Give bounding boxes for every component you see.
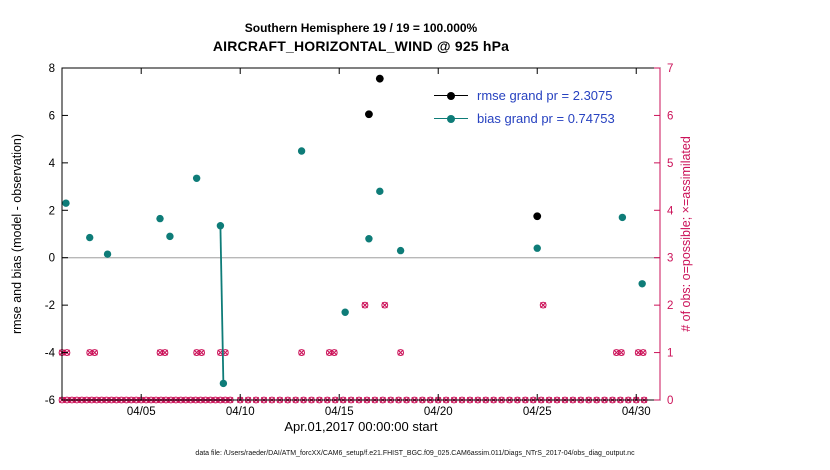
obs-possible-marker	[198, 349, 205, 356]
chart-subtitle: AIRCRAFT_HORIZONTAL_WIND @ 925 hPa	[212, 38, 510, 54]
legend: rmse grand pr = 2.3075 bias grand pr = 0…	[434, 84, 615, 130]
rmse-point	[533, 212, 542, 221]
obs-assimilated-marker	[635, 349, 642, 356]
left-y-tick-label: 4	[49, 158, 56, 170]
obs-assimilated-marker	[613, 349, 620, 356]
x-tick-label: 04/15	[325, 406, 354, 418]
right-y-tick-label: 2	[667, 300, 673, 312]
obs-possible-marker	[298, 349, 305, 356]
legend-item-rmse: rmse grand pr = 2.3075	[434, 84, 615, 107]
bias-point	[62, 199, 70, 207]
left-y-tick-label: 6	[49, 110, 55, 122]
bias-point	[103, 250, 112, 258]
obs-assimilated-marker	[198, 349, 205, 356]
obs-assimilated-marker	[91, 349, 98, 356]
bias-point	[638, 280, 646, 288]
rmse-point	[365, 110, 373, 119]
x-tick-label: 04/30	[622, 406, 651, 418]
obs-possible-marker	[539, 301, 547, 309]
obs-possible-marker	[156, 349, 164, 356]
bias-point	[166, 232, 174, 241]
bias-legend-label: bias grand pr = 0.74753	[477, 111, 615, 126]
obs-assimilated-marker	[86, 349, 93, 356]
rmse-point	[375, 74, 384, 83]
right-y-tick-label: 1	[667, 348, 673, 360]
left-y-axis-label: rmse and bias (model - observation)	[10, 133, 24, 335]
x-tick-label: 04/10	[226, 406, 255, 418]
obs-possible-marker	[91, 349, 99, 356]
obs-possible-marker	[381, 301, 389, 309]
bias-point	[219, 379, 228, 388]
x-tick-label: 04/05	[127, 406, 156, 418]
obs-possible-marker	[617, 349, 625, 356]
obs-possible-marker	[330, 349, 338, 356]
obs-possible-marker	[86, 349, 94, 356]
left-y-tick-label: -4	[45, 348, 56, 360]
x-tick-label: 04/20	[424, 406, 453, 418]
bias-point	[396, 246, 405, 255]
obs-assimilated-marker	[381, 302, 388, 309]
obs-assimilated-marker	[618, 349, 625, 356]
obs-assimilated-marker	[331, 349, 338, 356]
obs-assimilated-marker	[161, 349, 169, 356]
obs-possible-marker	[161, 349, 169, 356]
left-y-tick-label: -2	[45, 300, 55, 312]
obs-possible-marker	[361, 301, 369, 309]
obs-assimilated-marker	[640, 349, 647, 356]
obs-assimilated-marker	[397, 349, 404, 356]
bias-point	[216, 222, 225, 230]
obs-assimilated-marker	[540, 302, 547, 309]
x-tick-label: 04/25	[523, 406, 552, 418]
bias-line-segment	[219, 225, 225, 384]
obs-possible-marker	[325, 349, 333, 356]
obs-possible-marker	[634, 349, 642, 356]
right-y-tick-label: 4	[667, 205, 674, 217]
right-y-tick-label: 5	[667, 158, 673, 170]
bias-point	[533, 244, 541, 252]
bias-point	[297, 147, 306, 155]
x-axis-label: Apr.01,2017 00:00:00 start	[284, 419, 438, 434]
bias-point	[618, 213, 627, 222]
left-y-tick-label: 2	[49, 205, 55, 217]
bias-point	[156, 214, 164, 223]
obs-possible-marker	[193, 349, 201, 356]
data-file-path: data file: /Users/raeder/DAI/ATM_forcXX/…	[195, 450, 635, 457]
bias-point	[86, 233, 94, 242]
right-y-tick-label: 3	[667, 253, 673, 265]
obs-assimilated-marker	[156, 349, 164, 356]
obs-possible-marker	[613, 349, 620, 356]
left-y-tick-label: 0	[49, 253, 55, 265]
bias-point	[376, 187, 384, 196]
obs-assimilated-marker	[326, 349, 333, 356]
bias-point	[192, 174, 201, 182]
right-y-axis-label: # of obs: o=possible; ×=assimilated	[679, 136, 693, 332]
rmse-legend-label: rmse grand pr = 2.3075	[477, 88, 613, 103]
obs-possible-marker	[397, 349, 405, 356]
left-y-tick-label: -6	[45, 395, 55, 407]
chart-title: Southern Hemisphere 19 / 19 = 100.000%	[244, 21, 478, 35]
right-y-tick-label: 7	[667, 63, 673, 75]
right-y-tick-label: 0	[667, 395, 673, 407]
right-y-tick-label: 6	[667, 110, 673, 122]
rmse-line-marker-icon	[434, 95, 468, 96]
legend-item-bias: bias grand pr = 0.74753	[434, 107, 615, 130]
bias-line-marker-icon	[434, 118, 468, 119]
bias-point	[365, 235, 373, 243]
left-y-tick-label: 8	[49, 63, 55, 75]
obs-assimilated-marker	[298, 349, 305, 356]
obs-possible-marker	[639, 349, 647, 356]
bias-point	[341, 308, 349, 316]
obs-assimilated-marker	[193, 349, 200, 356]
obs-assimilated-marker	[361, 302, 369, 309]
